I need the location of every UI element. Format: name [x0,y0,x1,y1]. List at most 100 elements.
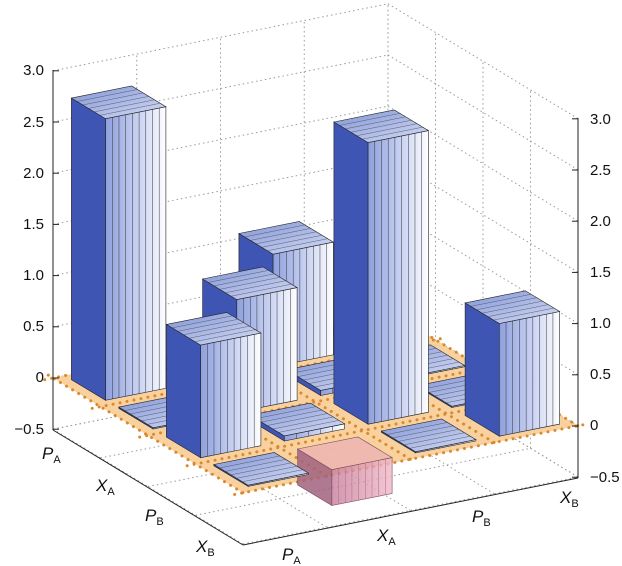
z-tick-right: 0 [590,417,598,434]
bar-top-slat [244,224,305,238]
bar-face-left [333,121,369,425]
matrix-bar [333,109,430,425]
axes-layer: 3.0 2.5 2.0 1.5 1.0 0.5 0 −0.5 3.0 2.5 2… [14,62,619,566]
z-tick-left: 2.5 [23,114,44,131]
bar-top-slat [255,231,317,245]
z-tick-right: −0.5 [590,469,620,486]
bar-top-slat [236,466,298,479]
grid-line [195,447,531,516]
grid-line [387,54,579,171]
z-tick-right: 0.5 [590,366,611,383]
bar-top-slat [177,319,239,332]
bar-top-slat [387,422,448,435]
z-tick-right: 1.5 [590,264,611,281]
bar-face-front [498,311,560,437]
bar-face-left [71,97,106,401]
grid-line [52,3,389,72]
z-ticks-left: 3.0 2.5 2.0 1.5 1.0 0.5 0 −0.5 [14,62,44,438]
bar-face-left [464,302,500,437]
bar-face-front [105,106,167,401]
bar-top-slat [470,294,532,307]
bar-top-slat [493,307,554,321]
bar-top-slat [208,270,269,283]
bar-top-slat [194,329,256,342]
bar-top-slat [267,413,328,426]
col-label: XA [376,526,396,548]
z-tick-right: 1.0 [590,315,611,332]
bar-top-slat [82,92,144,106]
bar-top-slat [278,420,339,433]
bar-top-slat [261,409,322,423]
zero-plane-divider [138,365,493,439]
bar-top-slat [267,238,328,251]
z-tick-left: −0.5 [14,421,44,438]
col-axis-line [242,477,579,546]
bar-top-slat [482,300,543,314]
bar-top-slat [183,322,244,335]
bar-face-top [296,436,393,471]
bar-top-slat [219,277,281,290]
bar-top-slat [487,304,549,317]
col-axis-labels: PA XA PB XB [282,488,579,566]
z-tick-left: 2.0 [23,165,44,182]
bar-top-slat [94,99,155,113]
bar-face-front [367,130,429,425]
z-tick-left: 0 [36,369,44,386]
bar-top-slat [345,116,406,130]
bar-top-slat [250,228,311,241]
bar-top-slat [404,432,465,446]
z-tick-right: 2.0 [590,213,611,230]
z-tick-left: 1.0 [23,267,44,284]
bar-top-slat [99,103,161,116]
grid-line [387,3,579,120]
bar-top-slat [225,280,286,293]
z-tick-right: 3.0 [590,111,611,128]
grid-line [52,54,389,123]
bar-top-slat [225,459,286,472]
z-ticks-right: 3.0 2.5 2.0 1.5 1.0 0.5 0 −0.5 [590,111,620,486]
z-tick-left: 0.5 [23,318,44,335]
bar-face-front [200,332,262,459]
grid-line [52,156,389,225]
bar-top-slat [255,406,317,419]
row-axis-labels: PA XA PB XB [42,444,215,559]
matrix-bar [213,452,310,487]
matrix-bar [464,290,561,437]
highlight-bar [296,436,393,507]
row-label: PB [145,506,164,528]
row-axis-line [52,429,244,546]
bar-top-slat [242,469,303,482]
bar-face-left [166,323,201,459]
bar-top-slat [172,315,233,329]
row-label: XB [195,537,215,559]
z-tickmarks-right [572,118,578,478]
grid-line [242,476,579,545]
bar-top-slat [272,416,334,430]
bars-layer [70,85,561,507]
bar-top-slat [356,123,418,136]
z-tick-left: 3.0 [23,62,44,79]
grid-line [52,105,389,174]
bar-top-slat [350,120,412,133]
bar-top-slat [476,297,537,310]
bar-top-slat [213,273,275,287]
z-tick-right: 2.5 [590,162,611,179]
grid-line [52,428,244,545]
col-label: PA [282,545,301,566]
zero-plane-divider [233,422,588,496]
z-tickmarks-left [53,70,59,430]
bar-top-slat [219,455,280,469]
col-label: PB [472,507,491,529]
bar-top-slat [362,126,423,140]
col-label: XB [559,488,579,510]
z-tick-left: 1.5 [23,216,44,233]
matrix-bar [380,418,477,454]
bar-top-slat [392,425,454,439]
bar-top-slat [88,96,149,109]
bar-top-slat [339,113,400,126]
bar-top-slat [77,89,138,102]
bar-top-slat [230,462,292,476]
matrix-bar [70,85,167,401]
